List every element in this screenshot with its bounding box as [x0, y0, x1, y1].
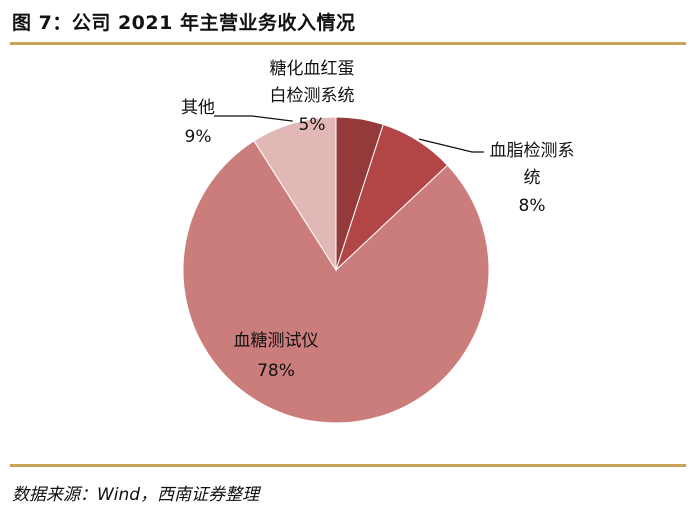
slice-pct-other: 9%	[185, 127, 212, 147]
leader-lines	[214, 115, 484, 153]
slice-label-lipid-line1: 血脂检测系	[490, 141, 575, 161]
pie-slice-other	[253, 116, 337, 272]
slice-pct-lipid: 8%	[519, 196, 546, 216]
source-note: 数据来源：Wind，西南证券整理	[12, 485, 260, 505]
pie-slice-glucose	[182, 140, 490, 424]
chart-title: 图 7：公司 2021 年主营业务收入情况	[12, 12, 356, 34]
slice-pct-hba1c: 5%	[299, 115, 326, 135]
slice-label-lipid-line2: 统	[524, 168, 541, 188]
bottom-rule	[10, 464, 686, 467]
slice-label-hba1c-line2: 白检测系统	[270, 86, 355, 106]
pie-slices	[182, 116, 490, 424]
leader-line-other	[214, 115, 293, 122]
slice-pct-glucose: 78%	[257, 361, 295, 381]
leader-line-lipid	[418, 138, 484, 153]
slice-label-other: 其他	[181, 98, 215, 118]
slice-label-hba1c-line1: 糖化血红蛋	[270, 59, 355, 79]
top-rule	[10, 42, 686, 45]
slice-label-glucose: 血糖测试仪	[234, 331, 319, 351]
